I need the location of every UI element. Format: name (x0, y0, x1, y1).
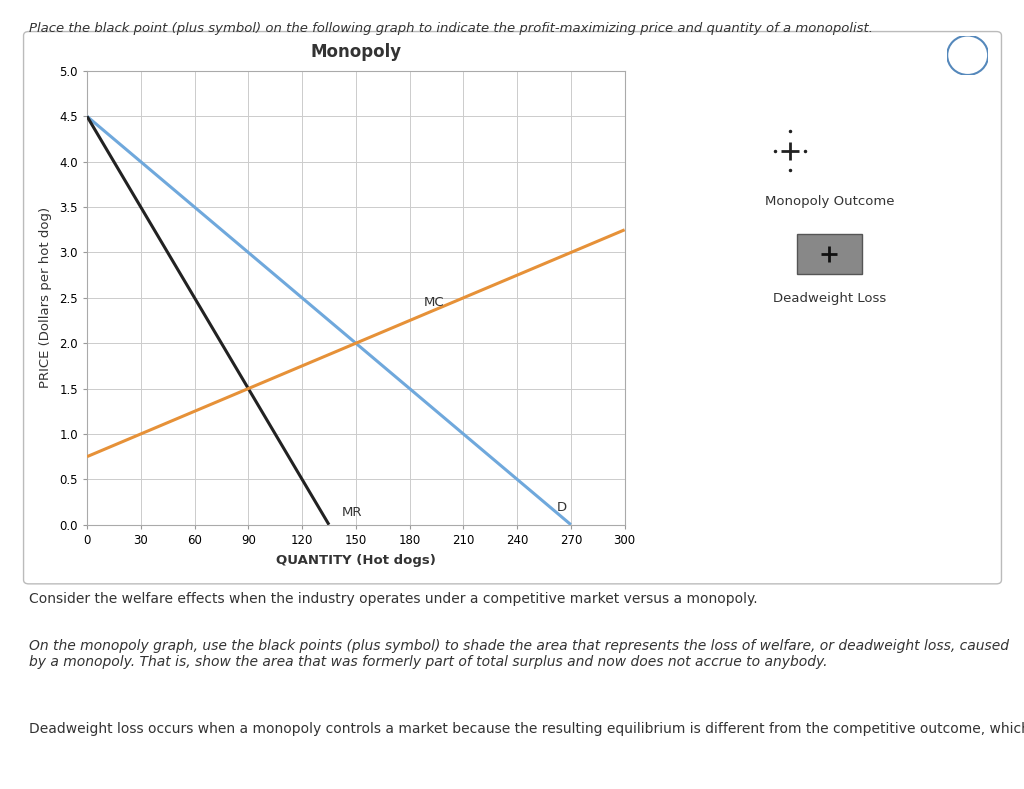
X-axis label: QUANTITY (Hot dogs): QUANTITY (Hot dogs) (275, 554, 436, 567)
Bar (797, 234, 862, 275)
Title: Monopoly: Monopoly (310, 43, 401, 61)
Text: Deadweight loss occurs when a monopoly controls a market because the resulting e: Deadweight loss occurs when a monopoly c… (29, 722, 1024, 736)
Circle shape (947, 36, 988, 75)
Text: Place the black point (plus symbol) on the following graph to indicate the profi: Place the black point (plus symbol) on t… (29, 22, 872, 35)
Text: Deadweight Loss: Deadweight Loss (773, 292, 886, 305)
Text: D: D (557, 501, 567, 514)
Text: Monopoly Outcome: Monopoly Outcome (765, 195, 894, 208)
Text: MC: MC (424, 296, 444, 308)
Y-axis label: PRICE (Dollars per hot dog): PRICE (Dollars per hot dog) (40, 208, 52, 388)
Text: Consider the welfare effects when the industry operates under a competitive mark: Consider the welfare effects when the in… (29, 592, 758, 606)
Text: MR: MR (342, 507, 362, 519)
Text: On the monopoly graph, use the black points (plus symbol) to shade the area that: On the monopoly graph, use the black poi… (29, 639, 1009, 669)
Text: ?: ? (964, 48, 972, 64)
